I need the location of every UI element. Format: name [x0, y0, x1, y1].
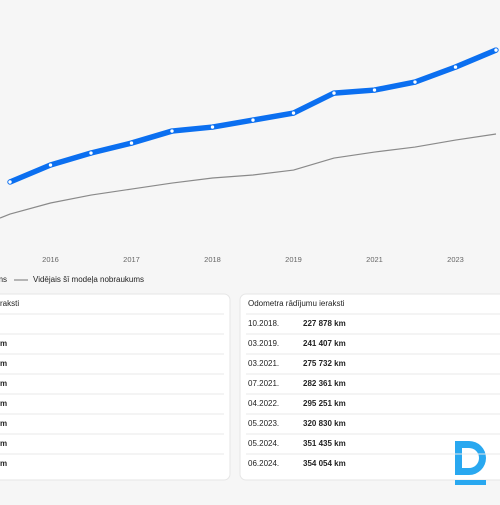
cell: m [0, 399, 7, 408]
x-tick-label: 2023 [447, 255, 464, 264]
date-cell: 07.2021. [248, 379, 279, 388]
odometer-cell: 354 054 km [303, 459, 346, 468]
left-card [0, 293, 231, 481]
point [88, 150, 94, 156]
odometer-cell: 295 251 km [303, 399, 346, 408]
date-cell: 04.2022. [248, 399, 279, 408]
cell: m [0, 459, 7, 468]
logo-bar [455, 480, 486, 485]
date-cell: 05.2024. [248, 439, 279, 448]
logo [455, 441, 486, 485]
cell: m [0, 379, 7, 388]
logo-d [455, 441, 486, 475]
point [290, 110, 297, 116]
odometer-cell: 227 878 km [303, 319, 346, 328]
point [250, 117, 256, 123]
point [128, 140, 135, 146]
point [169, 128, 175, 134]
date-cell: 05.2023. [248, 419, 279, 428]
cell: m [0, 359, 7, 368]
cell: m [0, 439, 7, 448]
date-cell: 10.2018. [248, 319, 279, 328]
legend-label: Vidējais šī modeļa nobraukums [33, 275, 144, 284]
odometer-cell: 275 732 km [303, 359, 346, 368]
x-tick-label: 2018 [204, 255, 221, 264]
table-title: Odometra rādījumu ieraksti [248, 299, 345, 308]
odometer-cell: 241 407 km [303, 339, 346, 348]
point [331, 90, 337, 96]
point [47, 162, 54, 168]
odometer-cell: 320 830 km [303, 419, 346, 428]
odometer-cell: 351 435 km [303, 439, 346, 448]
point [7, 179, 13, 185]
date-cell: 06.2024. [248, 459, 279, 468]
x-tick-label: 2017 [123, 255, 140, 264]
point [371, 87, 378, 93]
point [209, 124, 216, 130]
date-cell: 03.2019. [248, 339, 279, 348]
x-tick-label: 2021 [366, 255, 383, 264]
point [493, 47, 499, 53]
point [452, 64, 459, 70]
right-card [239, 293, 500, 481]
date-cell: 03.2021. [248, 359, 279, 368]
x-tick-label: 2016 [42, 255, 59, 264]
cell: m [0, 339, 7, 348]
x-tick-label: 2019 [285, 255, 302, 264]
point [412, 79, 418, 85]
odometer-cell: 282 361 km [303, 379, 346, 388]
cell: m [0, 419, 7, 428]
series-line [0, 133, 497, 219]
legend-label: ms [0, 275, 7, 284]
table-title: raksti [0, 299, 19, 308]
